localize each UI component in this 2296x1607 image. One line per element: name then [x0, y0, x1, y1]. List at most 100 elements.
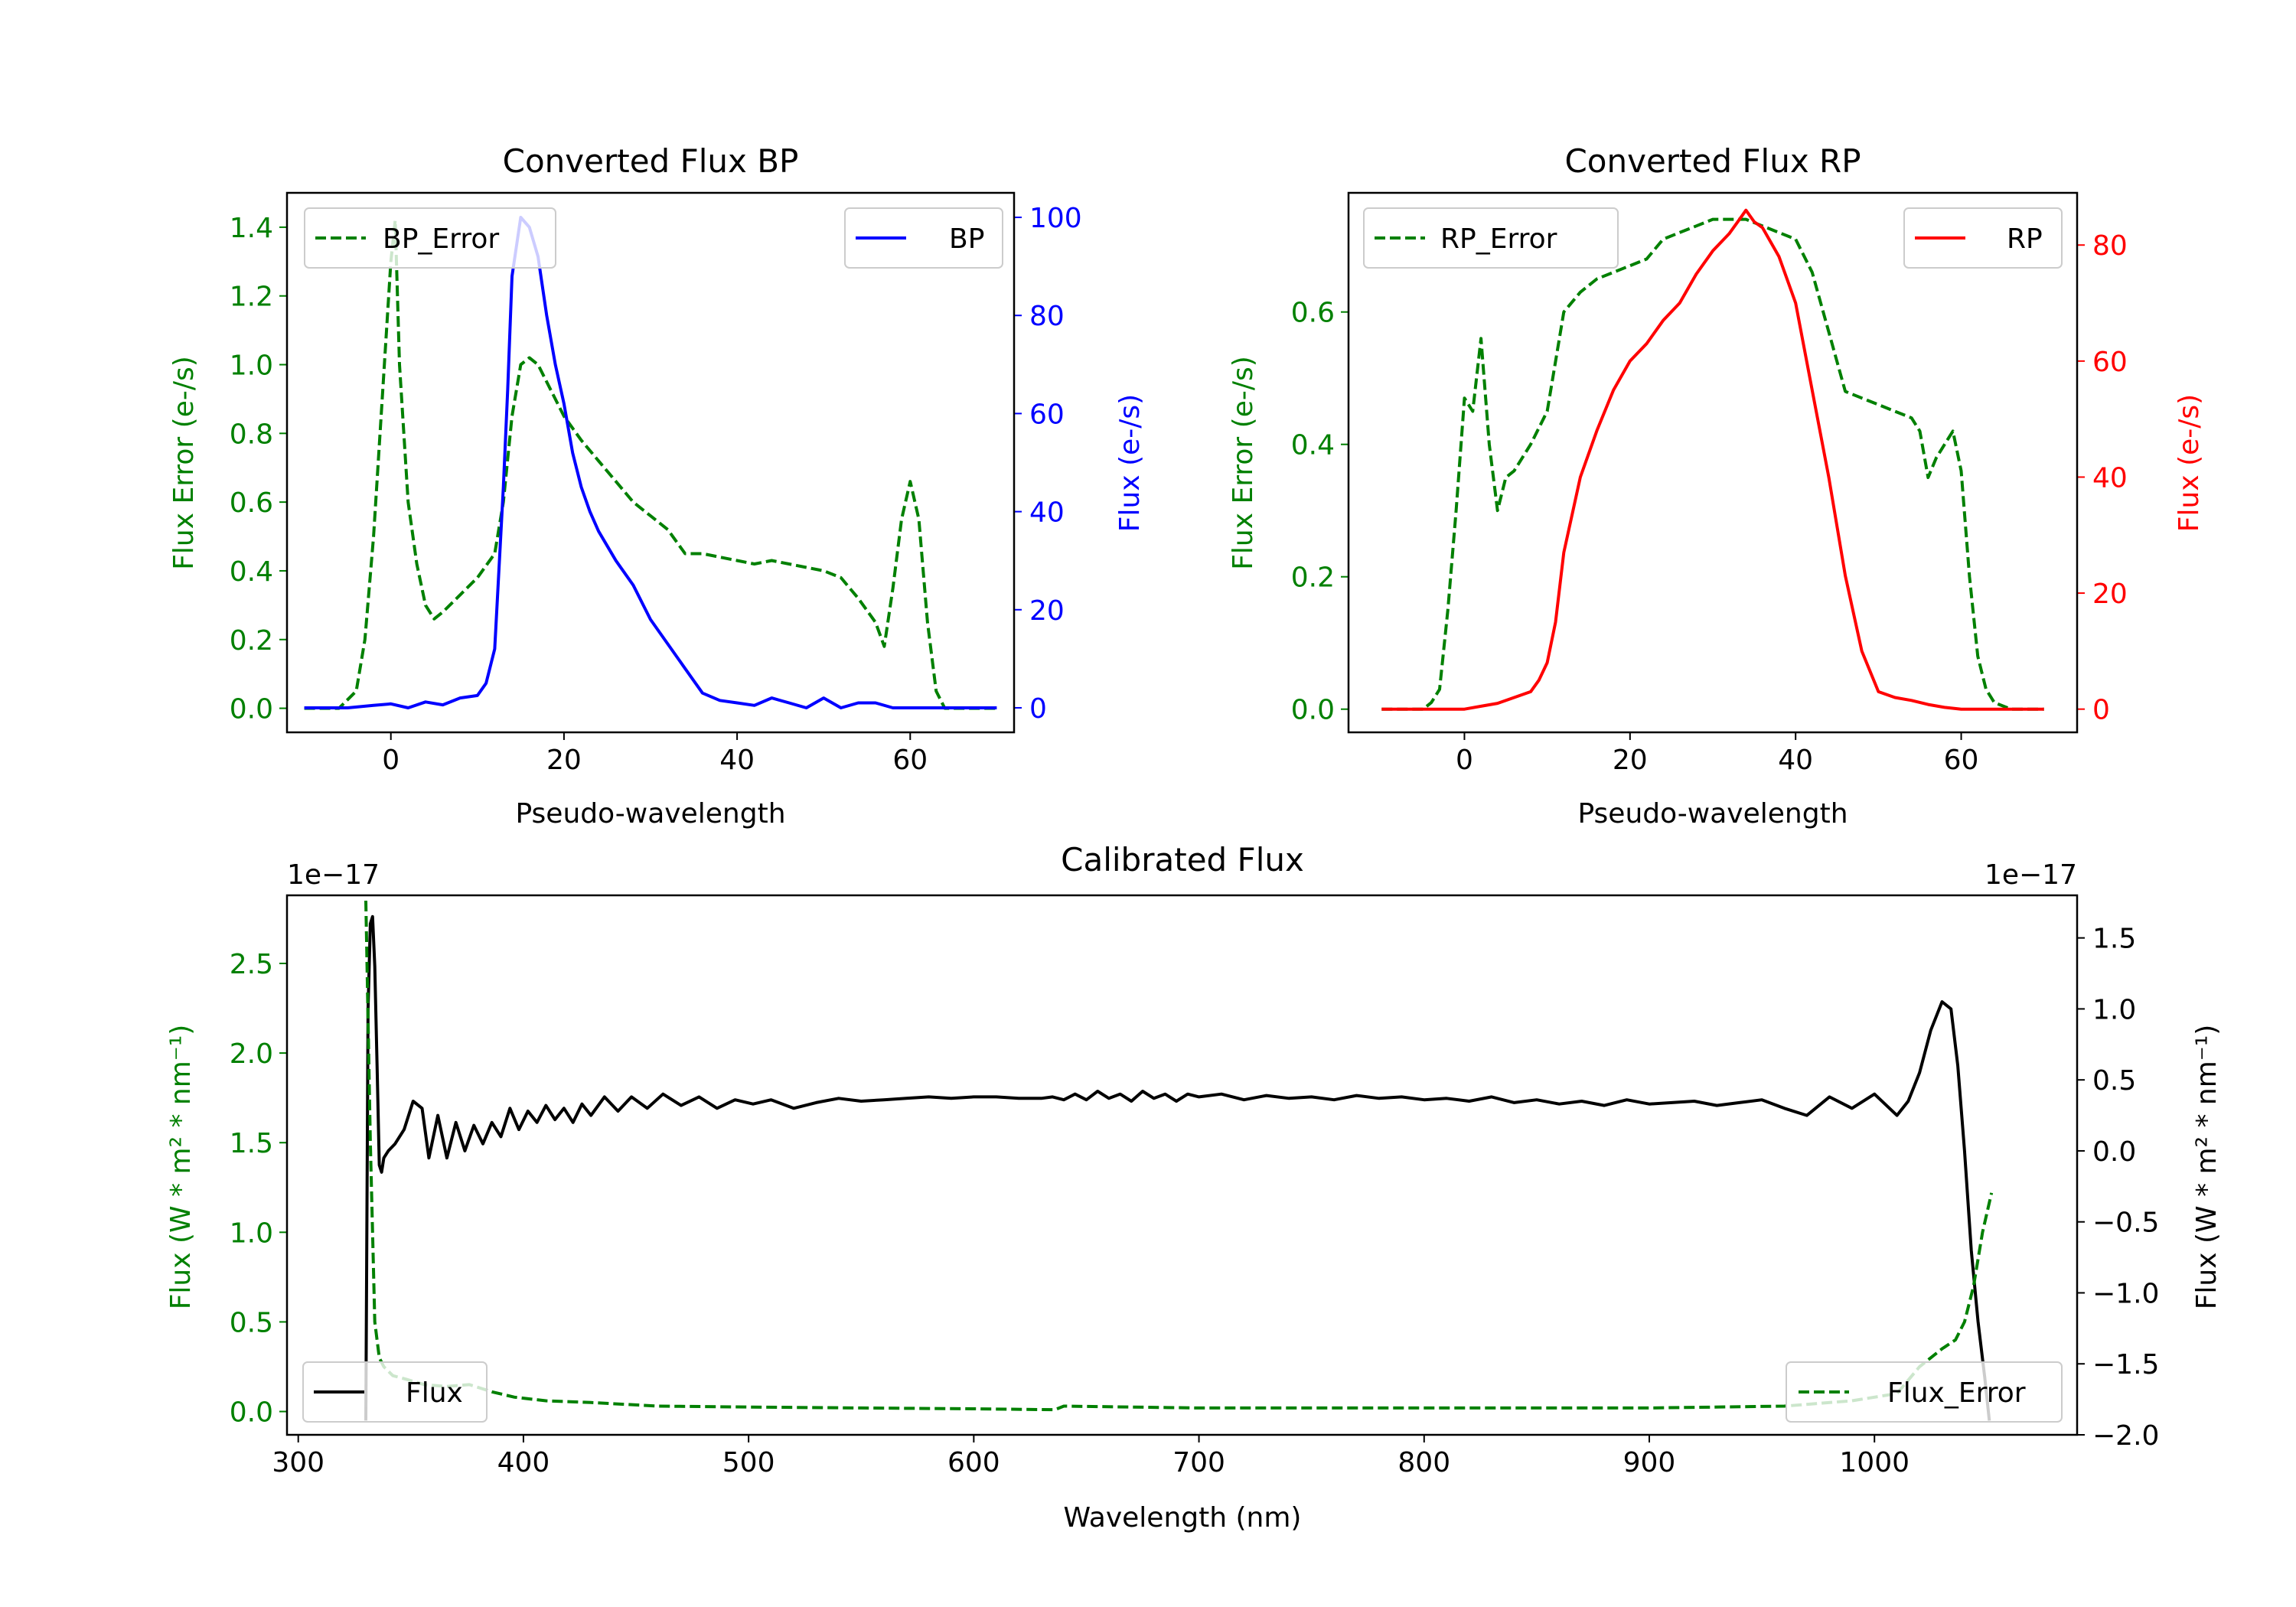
calibrated-legend-right-box: [1786, 1361, 2063, 1423]
calibrated-ytick-right-label: −1.0: [2092, 1278, 2159, 1309]
bp-legend-label: BP: [949, 223, 984, 255]
rp-legend-right: RP: [1903, 207, 2063, 269]
bp-error-legend-label: BP_Error: [383, 223, 499, 255]
calibrated-xtick-label: 500: [722, 1447, 775, 1478]
calibrated-ytick-right-label: −0.5: [2092, 1208, 2159, 1239]
bp-ticks: 0 20 40 60 0.0 0.2 0.4 0.6 0.8 1.0 1.2 1.4 0 20 40 60 80…: [230, 203, 1082, 776]
bp-ytick-right-label: 60: [1029, 399, 1065, 430]
rp-ylabel-left: Flux Error (e-/s): [1228, 356, 1259, 570]
rp-ytick-right-label: 40: [2092, 462, 2128, 494]
rp-ytick-right-label: 20: [2092, 579, 2128, 610]
calibrated-xtick-label: 1000: [1839, 1447, 1910, 1478]
calibrated-ytick-right-label: 0.0: [2092, 1136, 2136, 1168]
calibrated-series-flux: [364, 914, 1991, 1421]
calibrated-ytick-left-label: 1.0: [230, 1217, 273, 1249]
calibrated-ytick-left-label: 2.0: [230, 1038, 273, 1070]
bp-legend-right: BP: [844, 207, 1003, 269]
calibrated-ytick-right-label: −2.0: [2092, 1420, 2159, 1452]
calibrated-ylabel-left: Flux (W * m² * nm⁻¹): [165, 1025, 197, 1310]
rp-xtick-label: 60: [1944, 745, 1979, 776]
calibrated-title: Calibrated Flux: [1061, 841, 1304, 878]
bp-panel: Converted Flux BP 0 20 40 60 0.0 0.2 0.4 0.6 0.8…: [168, 142, 1146, 830]
rp-ytick-right-label: 80: [2092, 230, 2128, 262]
calibrated-ytick-right-label: −1.5: [2092, 1349, 2159, 1380]
calibrated-xtick-label: 600: [947, 1447, 1000, 1478]
bp-ytick-right-label: 20: [1029, 595, 1065, 627]
bp-ytick-left-label: 1.4: [230, 213, 273, 244]
rp-legend-left-box: [1363, 207, 1619, 269]
bp-title: Converted Flux BP: [503, 142, 799, 180]
bp-ytick-right-label: 40: [1029, 497, 1065, 529]
calibrated-xtick-label: 400: [497, 1447, 550, 1478]
bp-ytick-left-label: 0.2: [230, 625, 273, 657]
calibrated-xtick-label: 800: [1397, 1447, 1450, 1478]
rp-ytick-left-label: 0.2: [1291, 562, 1335, 594]
calibrated-ytick-left-label: 2.5: [230, 949, 273, 980]
bp-ytick-left-label: 1.0: [230, 350, 273, 382]
rp-ytick-left-label: 0.0: [1291, 695, 1335, 726]
rp-legend-left: RP_Error: [1363, 207, 1619, 269]
rp-xtick-label: 20: [1613, 745, 1648, 776]
calibrated-xtick-label: 900: [1623, 1447, 1676, 1478]
bp-ytick-right-label: 80: [1029, 301, 1065, 332]
bp-ytick-left-label: 1.2: [230, 282, 273, 313]
calibrated-xtick-label: 700: [1172, 1447, 1225, 1478]
calibrated-ytick-left-label: 0.5: [230, 1307, 273, 1338]
calibrated-ticks: 300 400 500 600 700 800 900 1000 0.0 0.5 1.0 1.5 2.0…: [230, 924, 2160, 1478]
calibrated-legend-left-box: [302, 1361, 488, 1423]
calibrated-panel: Calibrated Flux 300 400 500 600 700 800 900 100…: [165, 841, 2223, 1534]
calibrated-xtick-label: 300: [272, 1447, 325, 1478]
bp-xtick-label: 20: [546, 745, 582, 776]
bp-ylabel-left: Flux Error (e-/s): [168, 356, 200, 570]
bp-plot-lines: [304, 216, 997, 710]
rp-series-rp: [1381, 208, 2044, 711]
rp-title: Converted Flux RP: [1564, 142, 1861, 180]
bp-ytick-left-label: 0.6: [230, 487, 273, 519]
rp-legend-right-box: [1903, 207, 2063, 269]
rp-error-legend-label: RP_Error: [1440, 223, 1557, 255]
rp-axes-frame: [1347, 191, 2079, 734]
rp-ytick-left-label: 0.6: [1291, 298, 1335, 329]
calibrated-offset-right: 1e−17: [1985, 859, 2077, 891]
calibrated-xlabel: Wavelength (nm): [1064, 1502, 1302, 1534]
rp-ytick-left-label: 0.4: [1291, 430, 1335, 461]
calibrated-legend-right: Flux_Error: [1786, 1361, 2063, 1423]
bp-legend-left-box: [304, 207, 556, 269]
calibrated-ytick-right-label: 0.5: [2092, 1065, 2136, 1097]
rp-ylabel-right: Flux (e-/s): [2174, 394, 2205, 532]
rp-xlabel: Pseudo-wavelength: [1577, 798, 1848, 830]
flux-error-legend-label: Flux_Error: [1887, 1377, 2026, 1409]
rp-ticks: 0 20 40 60 0.0 0.2 0.4 0.6 0 20 40 60 80: [1291, 230, 2128, 776]
calibrated-offset-left: 1e−17: [287, 859, 380, 891]
bp-series-bp: [304, 216, 997, 709]
flux-legend-label: Flux: [406, 1377, 463, 1409]
calibrated-ytick-right-label: 1.5: [2092, 924, 2136, 955]
calibrated-ytick-right-label: 1.0: [2092, 994, 2136, 1025]
calibrated-ytick-left-label: 0.0: [230, 1397, 273, 1429]
rp-ytick-right-label: 0: [2092, 695, 2110, 726]
bp-xtick-label: 60: [892, 745, 928, 776]
rp-xtick-label: 40: [1778, 745, 1813, 776]
bp-xtick-label: 0: [382, 745, 400, 776]
rp-legend-label: RP: [2007, 223, 2043, 255]
bp-legend-right-box: [844, 207, 1003, 269]
bp-ytick-left-label: 0.8: [230, 419, 273, 450]
rp-plot-lines: [1381, 208, 2044, 711]
calibrated-ylabel-right: Flux (W * m² * nm⁻¹): [2191, 1025, 2223, 1310]
rp-ytick-right-label: 60: [2092, 347, 2128, 378]
calibrated-ytick-left-label: 1.5: [230, 1128, 273, 1159]
rp-xtick-label: 0: [1456, 745, 1473, 776]
bp-xtick-label: 40: [719, 745, 755, 776]
bp-ylabel-right: Flux (e-/s): [1114, 394, 1146, 532]
rp-series-rp-error: [1381, 217, 2044, 711]
bp-axes-frame: [285, 191, 1016, 734]
bp-xlabel: Pseudo-wavelength: [515, 798, 785, 830]
calibrated-axes-frame: [285, 894, 2079, 1436]
rp-panel: Converted Flux RP 0 20 40 60 0.0 0.2 0.4 0.6 0 20…: [1228, 142, 2205, 830]
bp-ytick-left-label: 0.0: [230, 694, 273, 725]
calibrated-legend-left: Flux: [302, 1361, 488, 1423]
bp-legend-left: BP_Error: [304, 207, 556, 269]
bp-ytick-right-label: 100: [1029, 203, 1082, 234]
bp-ytick-right-label: 0: [1029, 693, 1047, 725]
